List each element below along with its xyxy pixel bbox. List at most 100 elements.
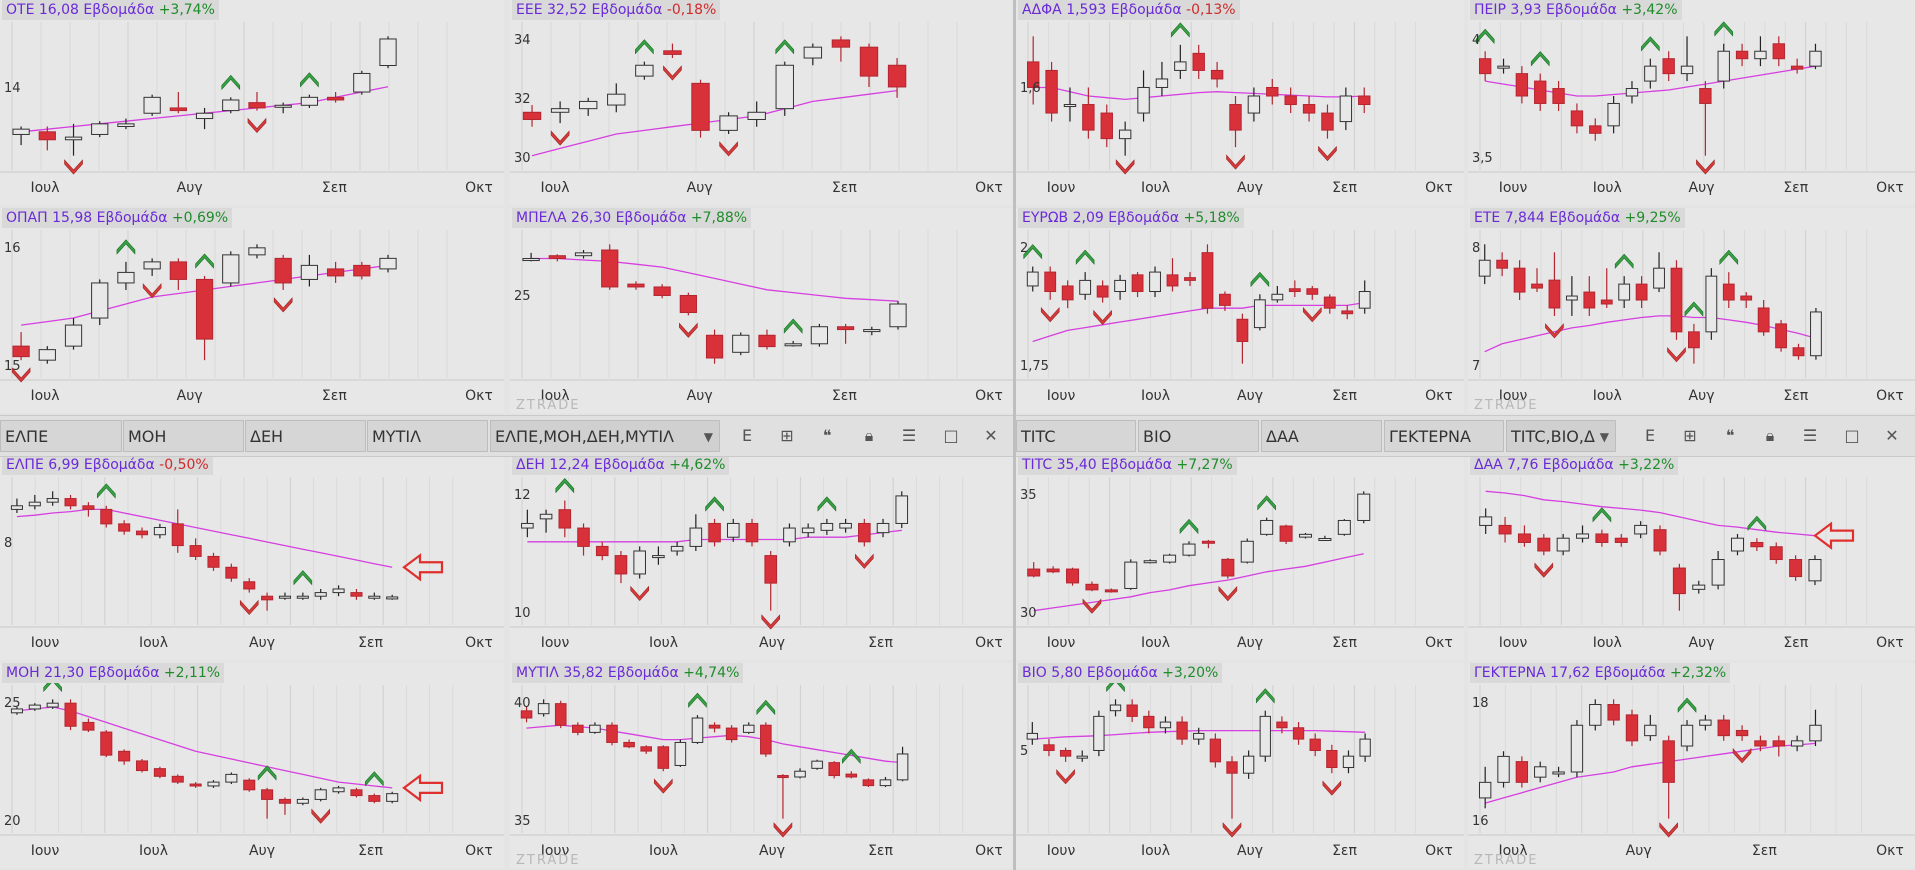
candle[interactable]: [1337, 519, 1351, 536]
chart-panel[interactable]: 5 Ιουν Ιουλ Αυγ Σεπ Οκτ ΒΙΟ 5,80 Εβδομάδα +3,2…: [1016, 663, 1464, 868]
candle[interactable]: [28, 703, 41, 711]
candle[interactable]: [274, 254, 292, 290]
candle[interactable]: [1176, 716, 1188, 745]
candle[interactable]: [1754, 36, 1767, 67]
candle[interactable]: [117, 261, 135, 290]
candle[interactable]: [1096, 280, 1109, 303]
candle[interactable]: [118, 520, 131, 535]
candle[interactable]: [1192, 44, 1205, 79]
close-icon[interactable]: ✕: [984, 426, 998, 445]
candle[interactable]: [1672, 563, 1686, 611]
candle[interactable]: [1634, 521, 1648, 539]
candle[interactable]: [595, 541, 609, 561]
candle[interactable]: [1750, 538, 1764, 551]
candle[interactable]: [1284, 87, 1297, 114]
candle[interactable]: [296, 797, 309, 806]
candle[interactable]: [1735, 43, 1749, 67]
candle[interactable]: [386, 594, 399, 600]
candle[interactable]: [1163, 553, 1177, 564]
candle[interactable]: [1644, 714, 1657, 741]
candle[interactable]: [521, 509, 534, 538]
candle[interactable]: [1149, 266, 1161, 298]
candle[interactable]: [1498, 516, 1512, 543]
candle[interactable]: [803, 43, 823, 66]
chart-panel[interactable]: 12 10 Ιουν Ιουλ Αυγ Σεπ Οκτ ΔΕΗ 12,24 Εβδομάδα …: [510, 455, 1014, 660]
candle[interactable]: [46, 699, 59, 709]
candle[interactable]: [1085, 581, 1099, 592]
candle[interactable]: [1155, 61, 1169, 96]
maximize-icon[interactable]: □: [943, 426, 959, 445]
candle[interactable]: [195, 107, 214, 130]
candle[interactable]: [1595, 529, 1609, 547]
quote-icon[interactable]: ❝: [822, 426, 832, 445]
candle[interactable]: [652, 546, 665, 565]
candle[interactable]: [1247, 87, 1261, 122]
candle[interactable]: [522, 252, 540, 262]
chart-panel[interactable]: Ιουν Ιουλ Αυγ Σεπ Οκτ ΔΑΑ 7,76 Εβδομάδα +3,22…: [1468, 455, 1915, 660]
candle[interactable]: [1730, 533, 1744, 556]
candle[interactable]: [1046, 566, 1060, 574]
candle[interactable]: [896, 746, 909, 782]
candle[interactable]: [379, 36, 397, 69]
symbol-group-select[interactable]: ΕΛΠΕ,ΜΟΗ,ΔΕΗ,ΜΥΤΙΛ ▼: [490, 420, 720, 452]
candle[interactable]: [28, 494, 41, 510]
candle[interactable]: [550, 101, 570, 124]
candle[interactable]: [1548, 252, 1561, 316]
candle[interactable]: [1552, 81, 1565, 111]
candle[interactable]: [1045, 61, 1058, 122]
candle[interactable]: [679, 292, 697, 316]
candle[interactable]: [1201, 539, 1215, 549]
candle[interactable]: [784, 340, 802, 347]
candle[interactable]: [225, 772, 238, 785]
candle[interactable]: [708, 518, 721, 547]
candle[interactable]: [663, 43, 682, 59]
candle[interactable]: [705, 329, 724, 364]
chart-panel[interactable]: 18 16 Ιουλ Αυγ Σεπ Οκτ ΓΕΚΤΕΡΝΑ 17,62 Εβδομάδα…: [1468, 663, 1915, 868]
candle[interactable]: [670, 541, 684, 556]
candle[interactable]: [326, 261, 345, 283]
candle[interactable]: [732, 332, 750, 356]
candle[interactable]: [153, 523, 166, 539]
candlestick-chart[interactable]: 40 35 Ιουν Ιουλ Αυγ Σεπ Οκτ: [510, 663, 1014, 868]
candle[interactable]: [1537, 533, 1551, 556]
candle[interactable]: [889, 301, 907, 330]
candle[interactable]: [1740, 292, 1753, 308]
candle[interactable]: [117, 118, 135, 130]
candle[interactable]: [1496, 252, 1509, 277]
candle[interactable]: [1570, 103, 1584, 134]
candle[interactable]: [222, 251, 240, 287]
candle[interactable]: [1479, 508, 1493, 534]
candle[interactable]: [91, 121, 109, 138]
candle[interactable]: [1309, 733, 1321, 757]
candle[interactable]: [326, 92, 345, 103]
chart-panel[interactable]: 8 7 Ιουν Ιουλ Αυγ Σεπ Οκτ ΕΤΕ 7,844 Εβδομάδα +9…: [1468, 208, 1915, 413]
candle[interactable]: [1302, 96, 1316, 122]
candle[interactable]: [1043, 739, 1055, 757]
candle[interactable]: [1717, 714, 1730, 741]
candle[interactable]: [1699, 81, 1712, 156]
candle[interactable]: [1159, 716, 1172, 734]
candle[interactable]: [1497, 58, 1510, 74]
candle[interactable]: [248, 244, 266, 259]
candle[interactable]: [1754, 735, 1767, 752]
candle[interactable]: [745, 518, 759, 547]
candle[interactable]: [10, 498, 23, 514]
candle[interactable]: [558, 500, 572, 538]
candle[interactable]: [742, 722, 755, 734]
candle[interactable]: [725, 725, 738, 743]
candle[interactable]: [1131, 272, 1144, 298]
candle[interactable]: [1662, 51, 1675, 82]
candle[interactable]: [64, 123, 83, 156]
chart-panel[interactable]: 8 Ιουν Ιουλ Αυγ Σεπ Οκτ ΕΛΠΕ 6,99 Εβδομάδα -0,…: [0, 455, 504, 660]
candle[interactable]: [10, 707, 23, 715]
candle[interactable]: [1104, 588, 1118, 593]
candle[interactable]: [862, 778, 875, 788]
candle[interactable]: [1589, 118, 1602, 141]
candle[interactable]: [1118, 121, 1132, 156]
chart-panel[interactable]: 1,6 Ιουν Ιουλ Αυγ Σεπ Οκτ ΑΔΦΑ 1,593 Εβδομάδα …: [1016, 0, 1464, 205]
quote-icon[interactable]: ❝: [1725, 426, 1735, 445]
candle[interactable]: [1735, 725, 1749, 741]
candlestick-chart[interactable]: 18 16 Ιουλ Αυγ Σεπ Οκτ: [1468, 663, 1915, 868]
candle[interactable]: [1757, 300, 1770, 336]
candle[interactable]: [143, 94, 161, 116]
